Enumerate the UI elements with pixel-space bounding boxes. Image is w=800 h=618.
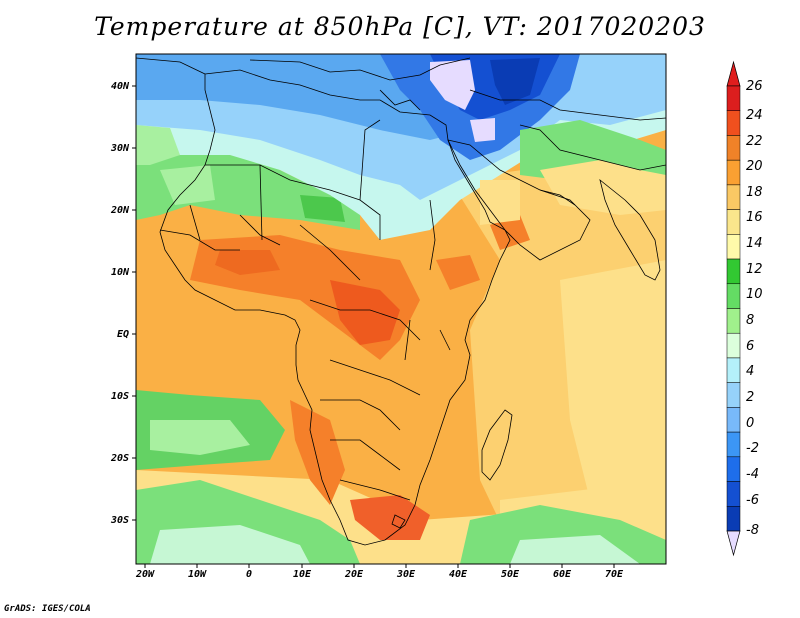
colorbar-segment (726, 357, 741, 383)
colorbar-label: -8 (746, 523, 759, 538)
lon-tick-label: 10E (293, 569, 312, 580)
colorbar-label: 10 (746, 287, 763, 302)
lon-tick-label: 30E (396, 569, 416, 580)
longitude-tick-marks (144, 564, 615, 568)
colorbar-segment (726, 110, 741, 136)
lat-tick-label: 40N (111, 81, 130, 92)
longitude-axis: 20W 10W 0 10E 20E 30E 40E 50E 60E 70E (135, 569, 624, 580)
lon-tick-label: 10W (188, 569, 207, 580)
colorbar-top-arrow (726, 60, 741, 87)
colorbar-label: 2 (746, 390, 754, 405)
map-title: Temperature at 850hPa [C], VT: 201702020… (94, 12, 706, 41)
colorbar-segment (726, 506, 741, 532)
colorbar-segment (726, 407, 741, 433)
lon-tick-label: 0 (246, 569, 252, 580)
colorbar-label: 24 (746, 108, 763, 123)
colorbar-label: 14 (746, 236, 763, 251)
colorbar-label: 4 (746, 364, 754, 379)
colorbar-segment (726, 332, 741, 359)
lon-tick-label: 50E (501, 569, 520, 580)
colorbar-segment (726, 184, 741, 210)
colorbar-label: 6 (746, 339, 754, 354)
latitude-axis: 40N 30N 20N 10N EQ 10S 20S 30S (110, 81, 130, 526)
colorbar-segment (726, 159, 741, 186)
lon-tick-label: 20E (344, 569, 364, 580)
colorbar-label: -4 (746, 467, 759, 482)
colorbar-label: 22 (746, 134, 763, 149)
colorbar-segment (726, 85, 741, 111)
colorbar-label: 12 (746, 262, 763, 277)
colorbar (726, 60, 741, 557)
colorbar-segment (726, 382, 741, 408)
map-frame (135, 53, 667, 565)
colorbar-segment (726, 234, 741, 260)
lat-tick-label: 10S (111, 391, 129, 402)
lat-tick-label: 10N (111, 267, 130, 278)
colorbar-segment (726, 135, 741, 161)
colorbar-label: 20 (746, 159, 763, 174)
lon-tick-label: 60E (553, 569, 572, 580)
colorbar-bottom-arrow (726, 530, 741, 557)
colorbar-label: -2 (746, 441, 759, 456)
lat-tick-label: 20N (110, 205, 130, 216)
footer-credit: GrADS: IGES/COLA (4, 604, 91, 614)
lat-tick-label: 30N (110, 143, 130, 154)
colorbar-label: 18 (746, 185, 763, 200)
colorbar-segment (726, 308, 741, 334)
lat-tick-label: EQ (117, 329, 129, 340)
coastlines (136, 57, 666, 546)
colorbar-segment (726, 258, 741, 285)
colorbar-label: -6 (746, 493, 759, 508)
colorbar-label: 26 (746, 79, 763, 94)
lon-tick-label: 20W (135, 569, 155, 580)
colorbar-segment (726, 431, 741, 458)
colorbar-segment (726, 481, 741, 507)
colorbar-segment (726, 456, 741, 482)
temperature-field (136, 54, 666, 564)
colorbar-label: 0 (746, 416, 754, 431)
lon-tick-label: 70E (605, 569, 624, 580)
latitude-tick-marks (132, 85, 136, 521)
colorbar-labels: 26 24 22 20 18 16 14 12 10 8 6 4 2 0 -2 … (746, 79, 763, 538)
lon-tick-label: 40E (449, 569, 468, 580)
lat-tick-label: 20S (110, 453, 129, 464)
colorbar-label: 8 (746, 313, 754, 328)
colorbar-segment (726, 209, 741, 235)
lat-tick-label: 30S (110, 515, 129, 526)
colorbar-segment (726, 283, 741, 309)
colorbar-label: 16 (746, 210, 763, 225)
